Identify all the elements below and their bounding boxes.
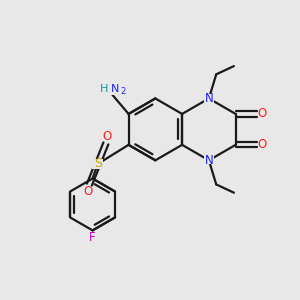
Text: F: F bbox=[89, 231, 96, 244]
Bar bbox=[204, 94, 214, 103]
Bar bbox=[83, 187, 92, 195]
Bar bbox=[258, 110, 267, 118]
Bar bbox=[92, 159, 103, 169]
Bar bbox=[103, 133, 112, 141]
Bar bbox=[258, 141, 267, 149]
Text: N: N bbox=[205, 92, 213, 105]
Text: O: O bbox=[257, 107, 267, 120]
Text: N: N bbox=[111, 84, 119, 94]
Bar bbox=[102, 84, 120, 94]
Bar bbox=[88, 234, 97, 242]
Text: O: O bbox=[103, 130, 112, 143]
Text: H: H bbox=[100, 84, 108, 94]
Bar bbox=[204, 156, 214, 164]
Text: 2: 2 bbox=[120, 87, 125, 96]
Text: O: O bbox=[257, 138, 267, 151]
Text: S: S bbox=[94, 158, 102, 170]
Text: N: N bbox=[205, 154, 213, 167]
Text: O: O bbox=[83, 184, 93, 198]
